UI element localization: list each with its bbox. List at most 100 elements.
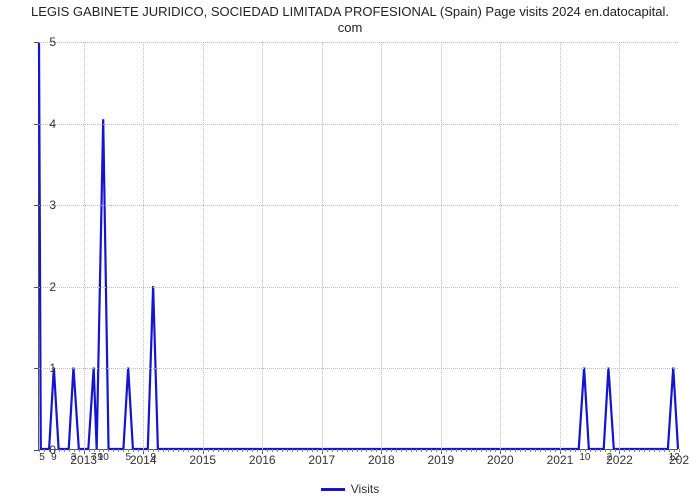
x-minor-tick bbox=[570, 449, 571, 452]
x-minor-tick bbox=[361, 449, 362, 452]
x-minor-tick bbox=[605, 449, 606, 452]
x-minor-tick bbox=[436, 449, 437, 452]
x-minor-tick bbox=[84, 449, 85, 452]
x-minor-tick bbox=[89, 449, 90, 452]
x-minor-tick bbox=[203, 449, 204, 452]
x-minor-tick bbox=[163, 449, 164, 452]
x-minor-tick bbox=[451, 449, 452, 452]
x-minor-tick bbox=[619, 449, 620, 452]
x-axis-year-label: 2018 bbox=[368, 453, 395, 467]
x-minor-tick bbox=[416, 449, 417, 452]
x-minor-tick bbox=[317, 449, 318, 452]
visits-line-series bbox=[39, 42, 678, 449]
x-minor-tick bbox=[555, 449, 556, 452]
x-axis-year-label: 2016 bbox=[249, 453, 276, 467]
grid-line-vertical bbox=[84, 42, 85, 449]
title-line-1: LEGIS GABINETE JURIDICO, SOCIEDAD LIMITA… bbox=[31, 4, 669, 19]
x-minor-tick bbox=[664, 449, 665, 452]
x-minor-tick bbox=[272, 449, 273, 452]
x-minor-tick bbox=[391, 449, 392, 452]
grid-line-horizontal bbox=[39, 205, 678, 206]
x-minor-tick bbox=[634, 449, 635, 452]
x-minor-tick bbox=[401, 449, 402, 452]
x-minor-tick bbox=[515, 449, 516, 452]
x-minor-tick bbox=[376, 449, 377, 452]
x-minor-tick bbox=[79, 449, 80, 452]
grid-line-vertical bbox=[619, 42, 620, 449]
grid-line-vertical bbox=[322, 42, 323, 449]
y-axis-label: 4 bbox=[36, 117, 56, 131]
x-minor-tick bbox=[69, 449, 70, 452]
y-axis-label: 0 bbox=[36, 443, 56, 457]
x-marker-label: 2 bbox=[607, 452, 613, 463]
grid-line-vertical bbox=[500, 42, 501, 449]
x-minor-tick bbox=[500, 449, 501, 452]
x-minor-tick bbox=[446, 449, 447, 452]
x-minor-tick bbox=[535, 449, 536, 452]
x-minor-tick bbox=[629, 449, 630, 452]
x-minor-tick bbox=[158, 449, 159, 452]
x-minor-tick bbox=[322, 449, 323, 452]
x-minor-tick bbox=[550, 449, 551, 452]
x-minor-tick bbox=[302, 449, 303, 452]
x-minor-tick bbox=[654, 449, 655, 452]
x-marker-label: 10 bbox=[579, 452, 590, 463]
x-minor-tick bbox=[644, 449, 645, 452]
grid-line-horizontal bbox=[39, 287, 678, 288]
x-axis-year-label: 2017 bbox=[308, 453, 335, 467]
y-axis-label: 1 bbox=[36, 361, 56, 375]
x-minor-tick bbox=[352, 449, 353, 452]
x-minor-tick bbox=[659, 449, 660, 452]
x-minor-tick bbox=[476, 449, 477, 452]
x-minor-tick bbox=[565, 449, 566, 452]
x-minor-tick bbox=[287, 449, 288, 452]
x-minor-tick bbox=[237, 449, 238, 452]
grid-line-vertical bbox=[381, 42, 382, 449]
x-minor-tick bbox=[560, 449, 561, 452]
legend-swatch bbox=[321, 488, 345, 491]
x-minor-tick bbox=[242, 449, 243, 452]
x-marker-label: 12 bbox=[669, 452, 680, 463]
grid-line-horizontal bbox=[39, 42, 678, 43]
x-minor-tick bbox=[396, 449, 397, 452]
x-minor-tick bbox=[466, 449, 467, 452]
x-minor-tick bbox=[183, 449, 184, 452]
x-minor-tick bbox=[327, 449, 328, 452]
x-minor-tick bbox=[600, 449, 601, 452]
x-marker-label: 9 bbox=[151, 452, 157, 463]
x-minor-tick bbox=[406, 449, 407, 452]
x-minor-tick bbox=[461, 449, 462, 452]
x-minor-tick bbox=[188, 449, 189, 452]
x-minor-tick bbox=[218, 449, 219, 452]
x-minor-tick bbox=[337, 449, 338, 452]
x-minor-tick bbox=[342, 449, 343, 452]
x-minor-tick bbox=[178, 449, 179, 452]
x-minor-tick bbox=[213, 449, 214, 452]
grid-line-vertical bbox=[441, 42, 442, 449]
x-minor-tick bbox=[471, 449, 472, 452]
x-minor-tick bbox=[595, 449, 596, 452]
x-minor-tick bbox=[282, 449, 283, 452]
x-minor-tick bbox=[381, 449, 382, 452]
x-minor-tick bbox=[232, 449, 233, 452]
x-minor-tick bbox=[530, 449, 531, 452]
x-minor-tick bbox=[481, 449, 482, 452]
x-minor-tick bbox=[223, 449, 224, 452]
legend: Visits bbox=[0, 482, 700, 496]
grid-line-horizontal bbox=[39, 368, 678, 369]
x-minor-tick bbox=[649, 449, 650, 452]
x-minor-tick bbox=[312, 449, 313, 452]
x-minor-tick bbox=[545, 449, 546, 452]
y-axis-label: 5 bbox=[36, 35, 56, 49]
x-minor-tick bbox=[510, 449, 511, 452]
x-minor-tick bbox=[366, 449, 367, 452]
x-minor-tick bbox=[113, 449, 114, 452]
x-minor-tick bbox=[208, 449, 209, 452]
x-minor-tick bbox=[357, 449, 358, 452]
x-axis-year-label: 2015 bbox=[189, 453, 216, 467]
x-minor-tick bbox=[441, 449, 442, 452]
grid-line-horizontal bbox=[39, 124, 678, 125]
legend-label: Visits bbox=[351, 482, 379, 496]
x-minor-tick bbox=[168, 449, 169, 452]
x-minor-tick bbox=[615, 449, 616, 452]
